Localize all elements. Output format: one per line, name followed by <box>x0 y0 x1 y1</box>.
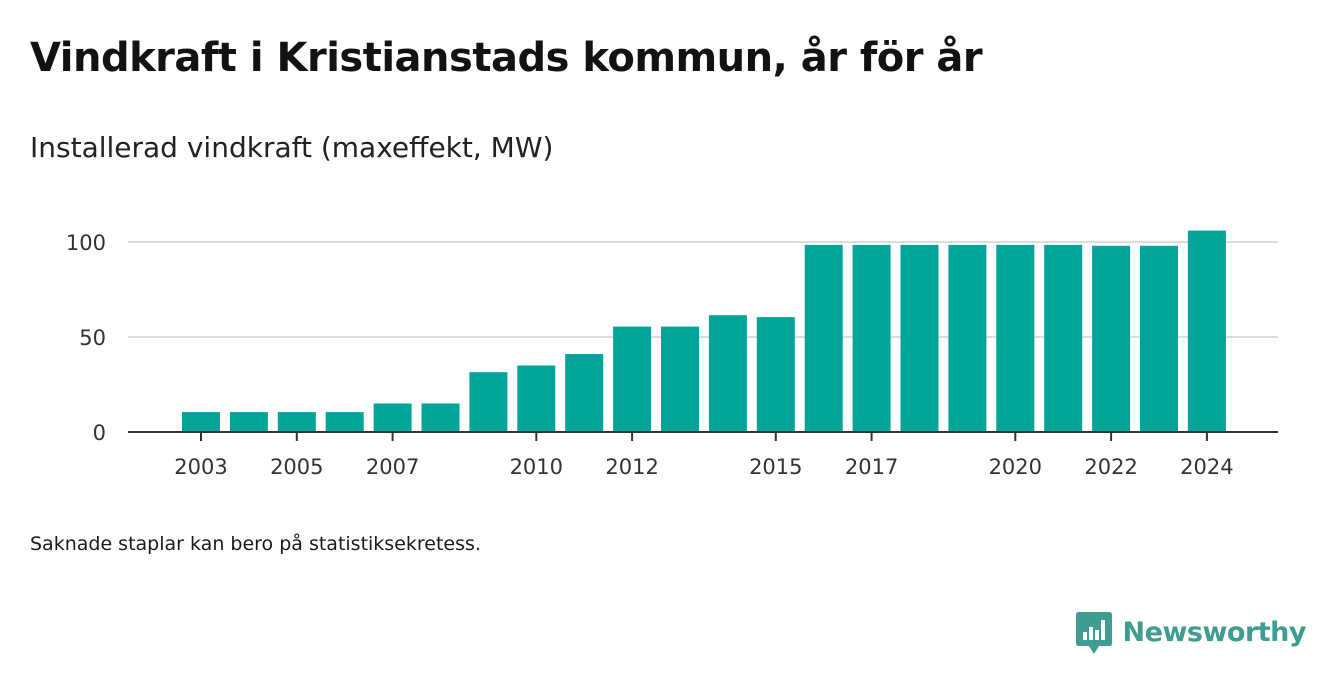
bar-2022[interactable] <box>1092 245 1131 432</box>
footnote: Saknade staplar kan bero på statistiksek… <box>30 533 481 555</box>
x-tick-label: 2022 <box>1084 455 1137 479</box>
x-axis <box>128 431 1278 441</box>
x-tick-label: 2005 <box>270 455 323 479</box>
x-axis-labels: 2003 2005 2007 2010 2012 2015 2017 2020 2022 2024 <box>174 455 1233 479</box>
y-tick-label: 50 <box>79 326 106 350</box>
bar-2016[interactable] <box>804 244 843 432</box>
x-tick-label: 2024 <box>1180 455 1233 479</box>
bar-2008[interactable] <box>421 403 460 433</box>
bar-2012[interactable] <box>613 326 652 432</box>
y-tick-label: 0 <box>93 421 106 445</box>
bar-2010[interactable] <box>517 365 556 433</box>
x-tick-label: 2017 <box>845 455 898 479</box>
newsworthy-logo-icon <box>1075 612 1112 654</box>
bar-2004[interactable] <box>229 412 268 432</box>
y-tick-label: 100 <box>66 231 106 255</box>
bar-2011[interactable] <box>565 354 604 432</box>
bar-2003[interactable] <box>182 412 220 432</box>
bar-2005[interactable] <box>277 412 316 432</box>
bar-series <box>182 230 1226 433</box>
bar-2014[interactable] <box>708 315 747 432</box>
x-tick-label: 2010 <box>510 455 563 479</box>
bar-2019[interactable] <box>948 244 987 432</box>
bar-2009[interactable] <box>469 372 508 432</box>
chart-subtitle: Installerad vindkraft (maxeffekt, MW) <box>30 131 554 164</box>
grid-lines <box>128 241 1278 338</box>
bar-2013[interactable] <box>661 326 699 432</box>
chart-title: Vindkraft i Kristianstads kommun, år för… <box>30 35 983 81</box>
newsworthy-brand[interactable]: Newsworthy <box>1075 610 1307 656</box>
bar-2007[interactable] <box>373 403 412 433</box>
y-axis-labels: 0 50 100 <box>66 231 106 445</box>
bar-2017[interactable] <box>852 244 891 432</box>
bar-2021[interactable] <box>1044 244 1083 432</box>
x-tick-label: 2020 <box>989 455 1042 479</box>
bar-2023[interactable] <box>1140 245 1178 432</box>
x-tick-label: 2012 <box>605 455 658 479</box>
bar-2024[interactable] <box>1187 230 1226 432</box>
x-tick-label: 2007 <box>366 455 419 479</box>
x-tick-label: 2003 <box>174 455 227 479</box>
bar-2006[interactable] <box>325 412 364 432</box>
bar-2015[interactable] <box>756 317 795 432</box>
bar-2020[interactable] <box>996 244 1035 432</box>
brand-name: Newsworthy <box>1122 617 1307 648</box>
x-tick-label: 2015 <box>749 455 802 479</box>
bar-2018[interactable] <box>900 244 939 432</box>
